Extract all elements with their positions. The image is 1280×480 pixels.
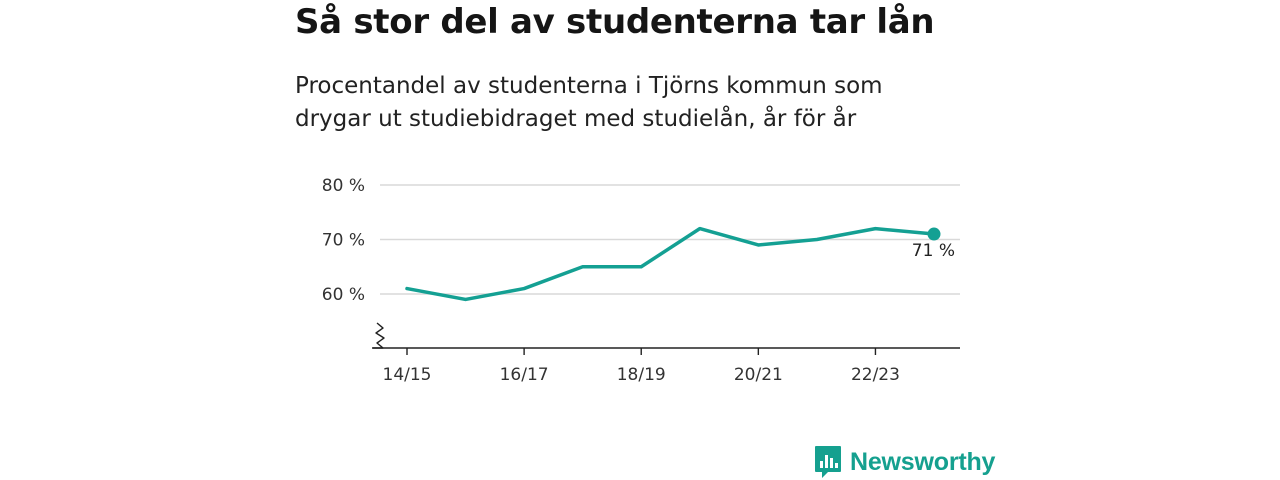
x-axis [372, 322, 960, 349]
y-tick-label: 70 % [322, 231, 365, 251]
y-tick-label: 80 % [322, 176, 365, 196]
newsworthy-logo: Newsworthy [814, 446, 995, 478]
chart-title: Så stor del av studenterna tar lån [295, 2, 935, 42]
axis-break-icon [373, 322, 385, 349]
series-line [405, 226, 936, 302]
grid-lines [380, 184, 960, 295]
last-point-marker [927, 227, 941, 241]
x-tick-label: 18/19 [617, 365, 666, 385]
line-chart: 60 % 70 % 80 % 14/15 16/17 18/19 20/21 22/23 7… [322, 176, 960, 385]
brand-name: Newsworthy [850, 447, 996, 476]
end-value-label: 71 % [912, 241, 955, 261]
x-axis-labels: 14/15 16/17 18/19 20/21 22/23 [383, 348, 900, 385]
series: 71 % [405, 226, 955, 302]
newsworthy-icon [815, 446, 841, 478]
x-tick-label: 20/21 [734, 365, 783, 385]
y-axis-labels: 60 % 70 % 80 % [322, 176, 365, 305]
x-tick-label: 22/23 [851, 365, 900, 385]
chart-subtitle: Procentandel av studenterna i Tjörns kom… [295, 73, 883, 132]
x-tick-label: 14/15 [383, 365, 432, 385]
y-tick-label: 60 % [322, 285, 365, 305]
x-tick-label: 16/17 [500, 365, 549, 385]
